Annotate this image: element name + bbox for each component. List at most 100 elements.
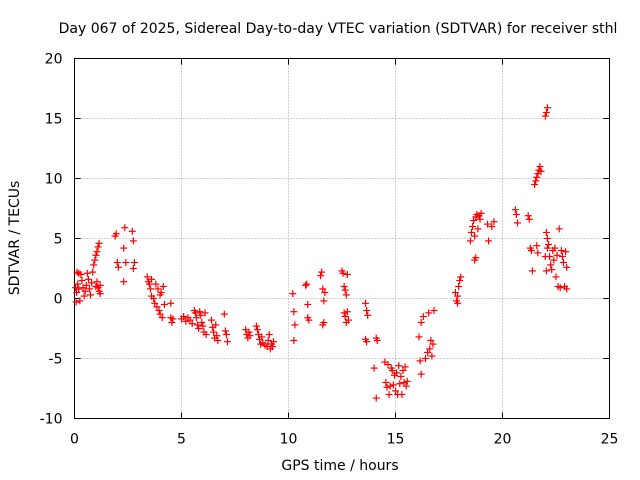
chart-title: Day 067 of 2025, Sidereal Day-to-day VTE… (59, 21, 618, 37)
data-point (542, 229, 550, 236)
data-point (425, 309, 433, 317)
data-point (81, 287, 89, 295)
data-point (87, 291, 95, 299)
data-point (89, 268, 97, 276)
y-tick-label: 0 (54, 292, 63, 308)
data-point (548, 266, 556, 274)
data-point (552, 273, 560, 281)
data-point (427, 337, 435, 344)
data-point (341, 286, 349, 294)
axis-ticks (74, 58, 610, 419)
data-point (398, 391, 406, 398)
data-point (362, 299, 370, 307)
data-point (456, 277, 464, 284)
data-point (562, 248, 570, 256)
data-point (145, 280, 153, 288)
x-axis-label: GPS time / hours (281, 458, 398, 474)
data-point (531, 181, 539, 188)
data-point (120, 278, 128, 286)
y-tick-label: -10 (40, 412, 63, 428)
data-point (339, 269, 347, 277)
data-point (199, 322, 207, 330)
data-point (245, 328, 253, 336)
data-point (399, 367, 407, 374)
data-point (320, 297, 328, 305)
data-point (545, 241, 553, 248)
data-point (416, 357, 424, 365)
data-point (305, 316, 313, 324)
data-point (168, 319, 176, 326)
data-point (154, 285, 162, 293)
data-point (128, 227, 136, 235)
data-point (553, 251, 561, 259)
y-tick-label: 20 (45, 52, 63, 68)
data-point (541, 112, 549, 120)
data-point (73, 268, 81, 276)
data-point (454, 299, 462, 307)
y-axis-label: SDTVAR / TECUs (7, 181, 23, 296)
data-point (403, 377, 411, 385)
data-point (72, 298, 80, 306)
data-point (150, 295, 158, 302)
data-point (83, 269, 91, 277)
data-point (264, 337, 272, 344)
data-point (202, 331, 210, 338)
data-point (543, 104, 551, 112)
data-point (188, 320, 196, 328)
data-point (542, 267, 550, 275)
tick-labels: 0 5 10 15 20 25 -10 -5 0 5 10 15 20 (40, 52, 619, 448)
data-point (91, 256, 99, 264)
data-point (490, 218, 498, 226)
data-point (474, 225, 482, 233)
data-point (417, 370, 425, 378)
data-point (557, 247, 565, 254)
data-point (121, 224, 129, 232)
data-point (73, 289, 81, 296)
data-point (343, 271, 351, 278)
data-point (151, 299, 159, 307)
data-point (270, 338, 278, 346)
data-point (469, 223, 477, 230)
data-point (82, 281, 90, 289)
data-point (389, 381, 397, 389)
data-point (159, 283, 167, 290)
data-point (426, 345, 434, 353)
data-point (392, 387, 399, 395)
data-point (396, 380, 404, 388)
data-point (393, 369, 401, 377)
data-point (265, 331, 273, 338)
data-point (96, 281, 104, 289)
data-point (268, 343, 276, 350)
data-point (547, 261, 555, 269)
data-point (537, 167, 545, 175)
data-point (195, 325, 203, 332)
data-point (194, 321, 202, 329)
data-point (290, 308, 298, 316)
data-point (488, 223, 496, 230)
x-tick-label: 20 (494, 432, 512, 448)
data-point (112, 230, 120, 238)
data-point (120, 244, 128, 252)
data-point (363, 307, 371, 314)
data-point (383, 383, 391, 391)
grid (74, 58, 610, 419)
data-point (221, 327, 229, 335)
data-point (555, 225, 563, 233)
data-point (484, 220, 492, 228)
data-point (451, 289, 459, 296)
data-point (214, 337, 222, 344)
data-point (342, 291, 350, 299)
data-point (341, 313, 349, 320)
data-point (129, 265, 137, 272)
x-tick-label: 0 (70, 432, 79, 448)
data-point (532, 177, 540, 185)
data-point (212, 321, 220, 329)
data-point (148, 275, 156, 283)
data-point (156, 291, 164, 299)
data-point (258, 333, 266, 341)
data-point (113, 259, 121, 266)
data-point (534, 249, 542, 257)
data-point (402, 382, 410, 390)
data-point (146, 285, 154, 293)
